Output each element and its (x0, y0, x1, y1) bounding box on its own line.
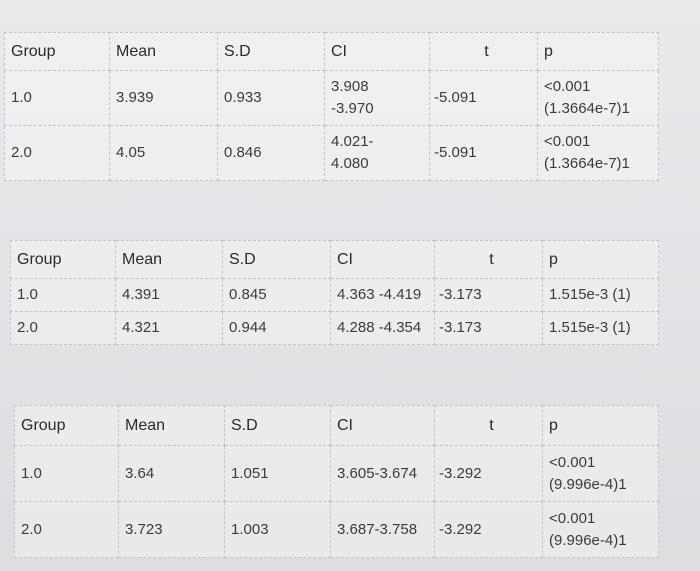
ci-cell: 4.288 -4.354 (330, 311, 435, 345)
ci-cell: 3.908 -3.970 (324, 70, 430, 126)
mean-cell: 4.05 (109, 125, 218, 181)
group-cell: 1.0 (14, 445, 119, 502)
sd-cell: 0.845 (222, 278, 331, 312)
t-cell: -3.173 (434, 278, 543, 312)
header-mean: Mean (109, 32, 218, 71)
header-row: Group Mean S.D CI t p (10, 240, 659, 279)
results-table-1: Group Mean S.D CI t p 1.0 3.939 0.933 3.… (4, 32, 659, 181)
t-cell: -5.091 (429, 70, 538, 126)
ci-cell: 4.021- 4.080 (324, 125, 430, 181)
sd-cell: 0.933 (217, 70, 325, 126)
ci-upper: -3.970 (331, 100, 374, 117)
p-value: <0.001 (544, 133, 591, 150)
sd-cell: 1.051 (224, 445, 331, 502)
results-table-3: Group Mean S.D CI t p 1.0 3.64 1.051 3.6… (14, 405, 659, 558)
header-t: t (434, 240, 543, 279)
group-cell: 1.0 (10, 278, 116, 312)
p-value: <0.001 (544, 78, 591, 95)
header-t: t (429, 32, 538, 71)
ci-cell: 3.605-3.674 (330, 445, 435, 502)
header-ci: CI (324, 32, 430, 71)
ci-lower: 4.021- (331, 133, 374, 150)
table-row: 1.0 3.939 0.933 3.908 -3.970 -5.091 <0.0… (4, 70, 659, 126)
mean-cell: 3.723 (118, 501, 225, 558)
ci-cell: 4.363 -4.419 (330, 278, 435, 312)
p-cell: 1.515e-3 (1) (542, 311, 659, 345)
header-sd: S.D (224, 405, 331, 446)
header-ci: CI (330, 405, 435, 446)
sd-cell: 0.846 (217, 125, 325, 181)
header-p: p (542, 240, 659, 279)
t-cell: -5.091 (429, 125, 538, 181)
header-t: t (434, 405, 543, 446)
header-row: Group Mean S.D CI t p (14, 405, 659, 446)
header-mean: Mean (115, 240, 223, 279)
p-cell: <0.001 (9.996e-4)1 (542, 501, 659, 558)
header-sd: S.D (222, 240, 331, 279)
mean-cell: 3.939 (109, 70, 218, 126)
mean-cell: 4.321 (115, 311, 223, 345)
sd-cell: 0.944 (222, 311, 331, 345)
header-sd: S.D (217, 32, 325, 71)
p-cell: <0.001 (1.3664e-7)1 (537, 125, 659, 181)
mean-cell: 4.391 (115, 278, 223, 312)
p-exact: (1.3664e-7)1 (544, 155, 630, 172)
ci-upper: 4.080 (331, 155, 369, 172)
p-exact: (9.996e-4)1 (549, 475, 627, 493)
p-exact: (1.3664e-7)1 (544, 100, 630, 117)
p-cell: 1.515e-3 (1) (542, 278, 659, 312)
table-row: 1.0 4.391 0.845 4.363 -4.419 -3.173 1.51… (10, 278, 659, 312)
table-row: 1.0 3.64 1.051 3.605-3.674 -3.292 <0.001… (14, 445, 659, 502)
p-cell: <0.001 (1.3664e-7)1 (537, 70, 659, 126)
table-row: 2.0 3.723 1.003 3.687-3.758 -3.292 <0.00… (14, 501, 659, 558)
header-group: Group (10, 240, 116, 279)
t-cell: -3.292 (434, 445, 543, 502)
ci-lower: 3.908 (331, 78, 369, 95)
group-cell: 2.0 (10, 311, 116, 345)
t-cell: -3.173 (434, 311, 543, 345)
header-group: Group (14, 405, 119, 446)
header-row: Group Mean S.D CI t p (4, 32, 659, 71)
p-value: <0.001 (549, 509, 596, 527)
table-row: 2.0 4.05 0.846 4.021- 4.080 -5.091 <0.00… (4, 125, 659, 181)
p-exact: (9.996e-4)1 (549, 531, 627, 549)
group-cell: 2.0 (4, 125, 110, 181)
header-p: p (542, 405, 659, 446)
group-cell: 1.0 (4, 70, 110, 126)
table-row: 2.0 4.321 0.944 4.288 -4.354 -3.173 1.51… (10, 311, 659, 345)
header-p: p (537, 32, 659, 71)
t-cell: -3.292 (434, 501, 543, 558)
mean-cell: 3.64 (118, 445, 225, 502)
header-group: Group (4, 32, 110, 71)
header-mean: Mean (118, 405, 225, 446)
group-cell: 2.0 (14, 501, 119, 558)
ci-cell: 3.687-3.758 (330, 501, 435, 558)
p-cell: <0.001 (9.996e-4)1 (542, 445, 659, 502)
p-value: <0.001 (549, 453, 596, 471)
results-table-2: Group Mean S.D CI t p 1.0 4.391 0.845 4.… (10, 240, 659, 345)
sd-cell: 1.003 (224, 501, 331, 558)
header-ci: CI (330, 240, 435, 279)
